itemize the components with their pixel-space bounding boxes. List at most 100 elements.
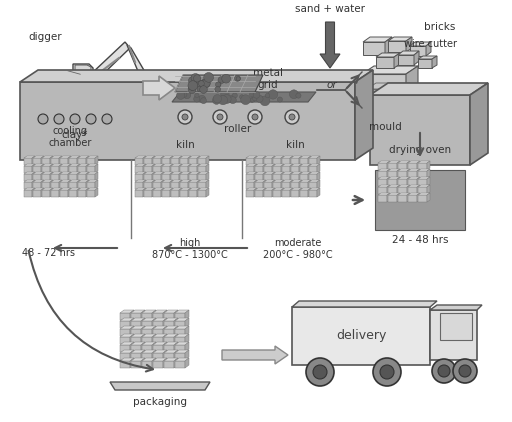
Polygon shape xyxy=(264,156,275,158)
Polygon shape xyxy=(51,172,62,174)
Polygon shape xyxy=(78,172,89,174)
Polygon shape xyxy=(430,305,482,310)
Polygon shape xyxy=(51,156,62,158)
Polygon shape xyxy=(272,188,275,197)
Polygon shape xyxy=(144,156,155,158)
Polygon shape xyxy=(51,164,62,166)
Polygon shape xyxy=(143,156,146,165)
Polygon shape xyxy=(135,188,146,190)
Polygon shape xyxy=(33,190,41,197)
Polygon shape xyxy=(51,158,59,165)
Polygon shape xyxy=(317,172,320,181)
Polygon shape xyxy=(59,188,62,197)
Polygon shape xyxy=(174,342,178,352)
Polygon shape xyxy=(308,156,311,165)
Polygon shape xyxy=(153,310,167,313)
Text: roller: roller xyxy=(224,124,251,134)
Circle shape xyxy=(182,114,188,120)
Polygon shape xyxy=(180,164,191,166)
Polygon shape xyxy=(68,172,71,181)
Polygon shape xyxy=(153,334,167,337)
Polygon shape xyxy=(131,358,145,361)
Polygon shape xyxy=(272,156,275,165)
Circle shape xyxy=(191,73,200,82)
Polygon shape xyxy=(130,310,134,320)
Polygon shape xyxy=(120,313,130,320)
Polygon shape xyxy=(414,51,419,65)
Polygon shape xyxy=(407,169,410,178)
Polygon shape xyxy=(398,163,407,170)
Circle shape xyxy=(459,365,471,377)
Polygon shape xyxy=(317,188,320,197)
Polygon shape xyxy=(131,342,145,345)
Text: high
870°C - 1300°C: high 870°C - 1300°C xyxy=(152,238,228,260)
Polygon shape xyxy=(255,166,263,173)
Polygon shape xyxy=(189,182,197,189)
Polygon shape xyxy=(135,180,146,182)
Text: bricks: bricks xyxy=(424,22,456,32)
Circle shape xyxy=(181,92,187,97)
Polygon shape xyxy=(378,195,387,202)
Polygon shape xyxy=(264,174,272,181)
Polygon shape xyxy=(135,190,143,197)
Polygon shape xyxy=(378,185,390,187)
Polygon shape xyxy=(309,156,320,158)
Polygon shape xyxy=(153,190,161,197)
Polygon shape xyxy=(68,156,71,165)
Polygon shape xyxy=(142,313,152,320)
Polygon shape xyxy=(246,188,257,190)
Polygon shape xyxy=(153,353,163,360)
Polygon shape xyxy=(362,66,418,74)
Polygon shape xyxy=(175,358,189,361)
Polygon shape xyxy=(418,169,430,171)
Polygon shape xyxy=(388,41,406,52)
Polygon shape xyxy=(152,188,155,197)
Polygon shape xyxy=(153,164,164,166)
Polygon shape xyxy=(388,193,400,195)
Polygon shape xyxy=(174,334,178,344)
Polygon shape xyxy=(78,166,86,173)
Polygon shape xyxy=(42,158,50,165)
Polygon shape xyxy=(95,172,98,181)
Polygon shape xyxy=(418,177,430,179)
Polygon shape xyxy=(206,164,209,173)
Polygon shape xyxy=(152,326,156,336)
Circle shape xyxy=(188,76,197,85)
Polygon shape xyxy=(309,180,320,182)
Polygon shape xyxy=(153,326,167,329)
Polygon shape xyxy=(281,156,284,165)
Polygon shape xyxy=(86,156,89,165)
Polygon shape xyxy=(198,172,209,174)
Polygon shape xyxy=(264,166,272,173)
Polygon shape xyxy=(281,164,284,173)
Polygon shape xyxy=(127,45,145,76)
Polygon shape xyxy=(264,190,272,197)
Polygon shape xyxy=(78,164,89,166)
Polygon shape xyxy=(144,164,155,166)
Polygon shape xyxy=(198,164,209,166)
Text: sand + water: sand + water xyxy=(295,4,365,14)
Circle shape xyxy=(197,81,205,89)
Circle shape xyxy=(236,77,240,81)
Polygon shape xyxy=(164,318,178,321)
Polygon shape xyxy=(143,172,146,181)
Polygon shape xyxy=(152,350,156,360)
Polygon shape xyxy=(388,185,400,187)
Polygon shape xyxy=(174,310,178,320)
Polygon shape xyxy=(406,37,412,52)
Polygon shape xyxy=(141,326,145,336)
Polygon shape xyxy=(131,353,141,360)
Circle shape xyxy=(438,365,450,377)
Polygon shape xyxy=(398,161,410,163)
Polygon shape xyxy=(355,70,373,160)
Polygon shape xyxy=(142,310,156,313)
Polygon shape xyxy=(142,334,156,337)
Polygon shape xyxy=(376,57,394,68)
Polygon shape xyxy=(86,180,89,189)
Polygon shape xyxy=(24,172,35,174)
Polygon shape xyxy=(69,156,80,158)
Polygon shape xyxy=(440,313,472,340)
Polygon shape xyxy=(171,180,182,182)
Text: cooling
chamber: cooling chamber xyxy=(48,127,92,148)
Circle shape xyxy=(229,97,237,104)
